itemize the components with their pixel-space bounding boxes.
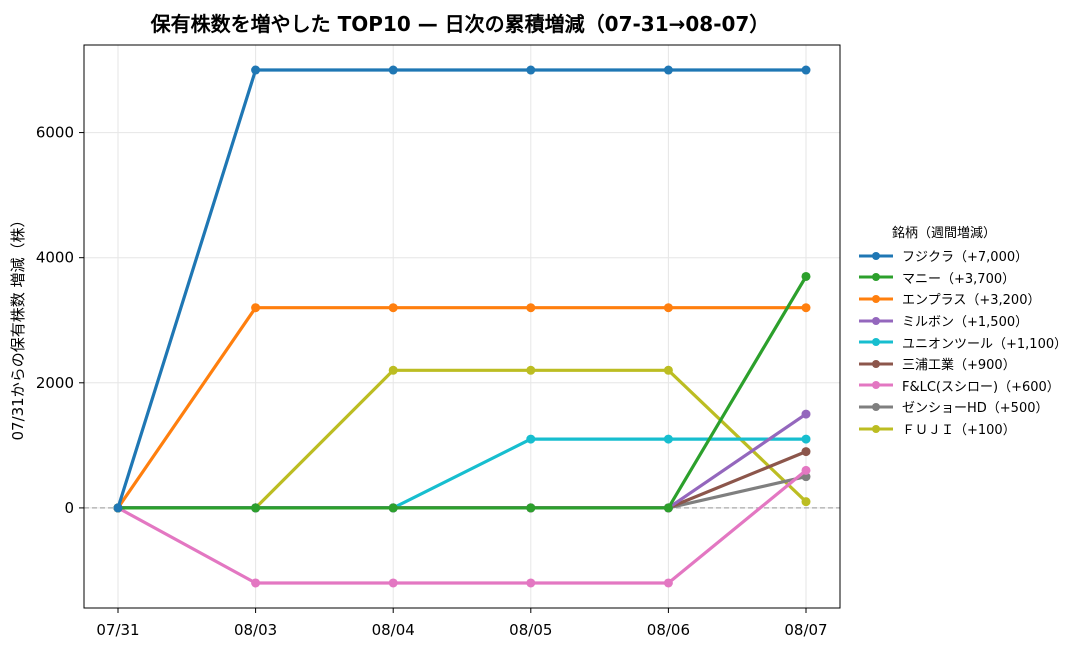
legend-item: フジクラ（+7,000）: [852, 245, 1084, 267]
legend-swatch: [859, 359, 893, 368]
data-point: [801, 434, 811, 444]
data-point: [251, 303, 261, 313]
data-point: [526, 365, 536, 375]
legend-label: 三浦工業（+900）: [902, 358, 1016, 374]
legend: 銘柄（週間増減） フジクラ（+7,000） マニー（+3,700） エンプラス（+3…: [852, 222, 1084, 439]
chart-title: 保有株数を増やした TOP10 — 日次の累積増減（07-31→08-07）: [150, 12, 770, 36]
legend-label: F&LC(スシロー)（+600）: [902, 379, 1060, 395]
series-0: [113, 65, 811, 513]
data-point: [251, 578, 261, 588]
data-point: [801, 409, 811, 419]
legend-swatch: [859, 273, 893, 282]
legend-swatch: [859, 294, 893, 303]
x-tick-label: 08/07: [784, 621, 827, 639]
legend-swatch-marker: [872, 402, 880, 411]
series-line: [116, 68, 808, 510]
data-point: [251, 65, 261, 75]
legend-item: 三浦工業（+900）: [852, 353, 1084, 375]
legend-swatch-marker: [872, 316, 880, 325]
legend-label: ＦＵＪＩ（+100）: [902, 423, 1016, 439]
legend-label: マニー（+3,700）: [902, 271, 1016, 287]
y-tick-label: 0: [64, 499, 74, 517]
legend-title: 銘柄（週間増減）: [892, 226, 997, 241]
legend-label: ユニオンツール（+1,100）: [902, 336, 1068, 352]
legend-swatch-marker: [872, 359, 880, 368]
data-point: [801, 65, 811, 75]
plot-area-frame: [83, 44, 841, 609]
legend-swatch: [859, 251, 893, 260]
x-tick-label: 08/04: [372, 621, 415, 639]
y-tick-label: 4000: [36, 249, 74, 267]
data-point: [251, 503, 261, 513]
legend-swatch: [859, 338, 893, 347]
legend-swatch: [859, 316, 893, 325]
legend-item: ゼンショーHD（+500）: [852, 396, 1084, 418]
data-point: [801, 271, 811, 281]
legend-items: フジクラ（+7,000） マニー（+3,700） エンプラス（+3,200） ミルボン…: [852, 245, 1084, 439]
legend-item: エンプラス（+3,200）: [852, 288, 1084, 310]
x-tick-label: 08/05: [509, 621, 552, 639]
data-point: [526, 503, 536, 513]
legend-swatch-marker: [872, 381, 880, 390]
legend-item: ユニオンツール（+1,100）: [852, 331, 1084, 353]
legend-label: エンプラス（+3,200）: [902, 293, 1041, 309]
data-point: [663, 503, 673, 513]
series-line: [116, 306, 808, 510]
data-point: [663, 434, 673, 444]
series-line: [116, 468, 808, 585]
data-point: [663, 303, 673, 313]
data-point: [663, 578, 673, 588]
series-layer: [113, 65, 811, 588]
axes: 0 2000 4000 6000 07/31 08/03 08/04 08/05 08/06 08…: [36, 124, 828, 639]
y-tick-label: 6000: [36, 124, 74, 142]
legend-item: F&LC(スシロー)（+600）: [852, 375, 1084, 397]
series-2: [113, 303, 811, 513]
legend-label: ゼンショーHD（+500）: [902, 401, 1049, 417]
data-point: [526, 578, 536, 588]
legend-swatch: [859, 402, 893, 411]
data-point: [663, 365, 673, 375]
legend-swatch-marker: [872, 273, 880, 282]
y-axis-label: 07/31からの保有株数 増減（株）: [9, 213, 27, 441]
data-point: [663, 65, 673, 75]
data-point: [801, 447, 811, 457]
legend-item: ミルボン（+1,500）: [852, 310, 1084, 332]
x-tick-label: 08/03: [234, 621, 277, 639]
legend-item: ＦＵＪＩ（+100）: [852, 418, 1084, 440]
legend-swatch: [859, 381, 893, 390]
data-point: [388, 365, 398, 375]
legend-label: ミルボン（+1,500）: [902, 315, 1029, 331]
data-point: [388, 303, 398, 313]
legend-label: フジクラ（+7,000）: [902, 250, 1029, 266]
data-point: [388, 503, 398, 513]
legend-swatch-marker: [872, 251, 880, 260]
legend-swatch-marker: [872, 424, 880, 433]
series-3: [113, 409, 811, 513]
data-point: [388, 65, 398, 75]
legend-item: マニー（+3,700）: [852, 267, 1084, 289]
data-point: [801, 303, 811, 313]
data-point: [526, 434, 536, 444]
data-point: [801, 465, 811, 475]
legend-swatch: [859, 424, 893, 433]
x-tick-label: 08/06: [647, 621, 690, 639]
series-5: [113, 447, 811, 513]
data-point: [801, 472, 811, 482]
y-tick-label: 2000: [36, 374, 74, 392]
series-line: [116, 274, 808, 510]
legend-swatch-marker: [872, 338, 880, 347]
data-point: [526, 303, 536, 313]
grid: [84, 45, 840, 608]
legend-swatch-marker: [872, 294, 880, 303]
data-point: [388, 578, 398, 588]
data-point: [113, 503, 123, 513]
data-point: [526, 65, 536, 75]
data-point: [801, 497, 811, 507]
x-tick-label: 07/31: [96, 621, 139, 639]
